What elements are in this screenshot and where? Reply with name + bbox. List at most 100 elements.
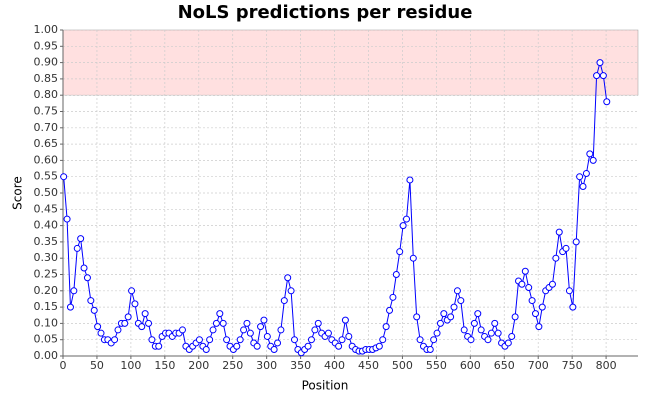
y-tick-label: 0.10 [34, 316, 59, 329]
data-point [80, 264, 88, 272]
y-tick-label: 0.35 [34, 235, 59, 248]
data-point [586, 150, 594, 158]
x-tick-label: 250 [222, 359, 243, 372]
data-point [382, 323, 390, 331]
data-point [579, 182, 587, 190]
data-point [195, 336, 203, 344]
data-point [593, 72, 601, 80]
data-point [484, 336, 492, 344]
data-point [403, 215, 411, 223]
data-point [460, 326, 468, 334]
data-point [494, 329, 502, 337]
data-point [202, 345, 210, 353]
data-point [491, 319, 499, 327]
data-point [216, 310, 224, 318]
data-point [582, 169, 590, 177]
data-point [535, 323, 543, 331]
data-point [470, 319, 478, 327]
y-tick-label: 0.90 [34, 56, 59, 69]
data-point [525, 284, 533, 292]
x-tick-label: 200 [188, 359, 209, 372]
data-point [386, 306, 394, 314]
y-tick-label: 1.00 [34, 23, 59, 36]
data-point [341, 316, 349, 324]
data-point [94, 323, 102, 331]
data-point [121, 319, 129, 327]
data-point [565, 287, 573, 295]
x-tick-label: 0 [60, 359, 67, 372]
y-tick-label: 0.50 [34, 186, 59, 199]
x-tick-label: 700 [528, 359, 549, 372]
data-point [257, 323, 265, 331]
data-point [270, 345, 278, 353]
data-point [379, 336, 387, 344]
data-point [178, 326, 186, 334]
y-tick-label: 0.65 [34, 137, 59, 150]
y-tick-label: 0.85 [34, 72, 59, 85]
y-tick-label: 0.95 [34, 39, 59, 52]
x-tick-label: 800 [596, 359, 617, 372]
data-point [219, 319, 227, 327]
x-tick-label: 650 [494, 359, 515, 372]
y-axis-label: Score [11, 176, 25, 210]
data-point [128, 287, 136, 295]
data-point [338, 336, 346, 344]
data-point [131, 300, 139, 308]
data-point [413, 313, 421, 321]
data-point [450, 303, 458, 311]
x-tick-label: 550 [426, 359, 447, 372]
data-point [389, 293, 397, 301]
data-point [304, 342, 312, 350]
y-tick-label: 0.60 [34, 153, 59, 166]
data-point [287, 287, 295, 295]
data-point [97, 329, 105, 337]
data-point [155, 342, 163, 350]
data-point [467, 336, 475, 344]
data-point [246, 329, 254, 337]
data-point [212, 319, 220, 327]
data-point [375, 342, 383, 350]
data-point [457, 297, 465, 305]
data-point [487, 329, 495, 337]
data-point [83, 274, 91, 282]
data-point [508, 332, 516, 340]
x-tick-label: 500 [392, 359, 413, 372]
y-tick-label: 0.80 [34, 88, 59, 101]
x-axis-label: Position [302, 379, 349, 393]
data-point [335, 342, 343, 350]
data-point [233, 342, 241, 350]
data-point [430, 336, 438, 344]
highlight-band [62, 29, 639, 96]
data-point [209, 326, 217, 334]
data-point [477, 326, 485, 334]
data-point [206, 336, 214, 344]
data-point [311, 326, 319, 334]
data-point [284, 274, 292, 282]
data-point [87, 297, 95, 305]
data-point [90, 306, 98, 314]
data-point [447, 313, 455, 321]
data-point [599, 72, 607, 80]
data-point [124, 313, 132, 321]
data-point [236, 336, 244, 344]
data-point [576, 173, 584, 181]
data-point [111, 336, 119, 344]
data-point [440, 310, 448, 318]
data-point [436, 319, 444, 327]
data-point [406, 176, 414, 184]
y-tick-label: 0.40 [34, 219, 59, 232]
data-point [596, 59, 604, 67]
data-point [531, 310, 539, 318]
data-point [548, 280, 556, 288]
data-point [572, 238, 580, 246]
x-tick-label: 350 [290, 359, 311, 372]
chart-title: NoLS predictions per residue [178, 2, 473, 23]
x-tick-label: 300 [256, 359, 277, 372]
x-tick-label: 100 [120, 359, 141, 372]
data-point [396, 248, 404, 256]
data-point [274, 339, 282, 347]
y-tick-label: 0.05 [34, 333, 59, 346]
data-point [555, 228, 563, 236]
data-point [416, 336, 424, 344]
